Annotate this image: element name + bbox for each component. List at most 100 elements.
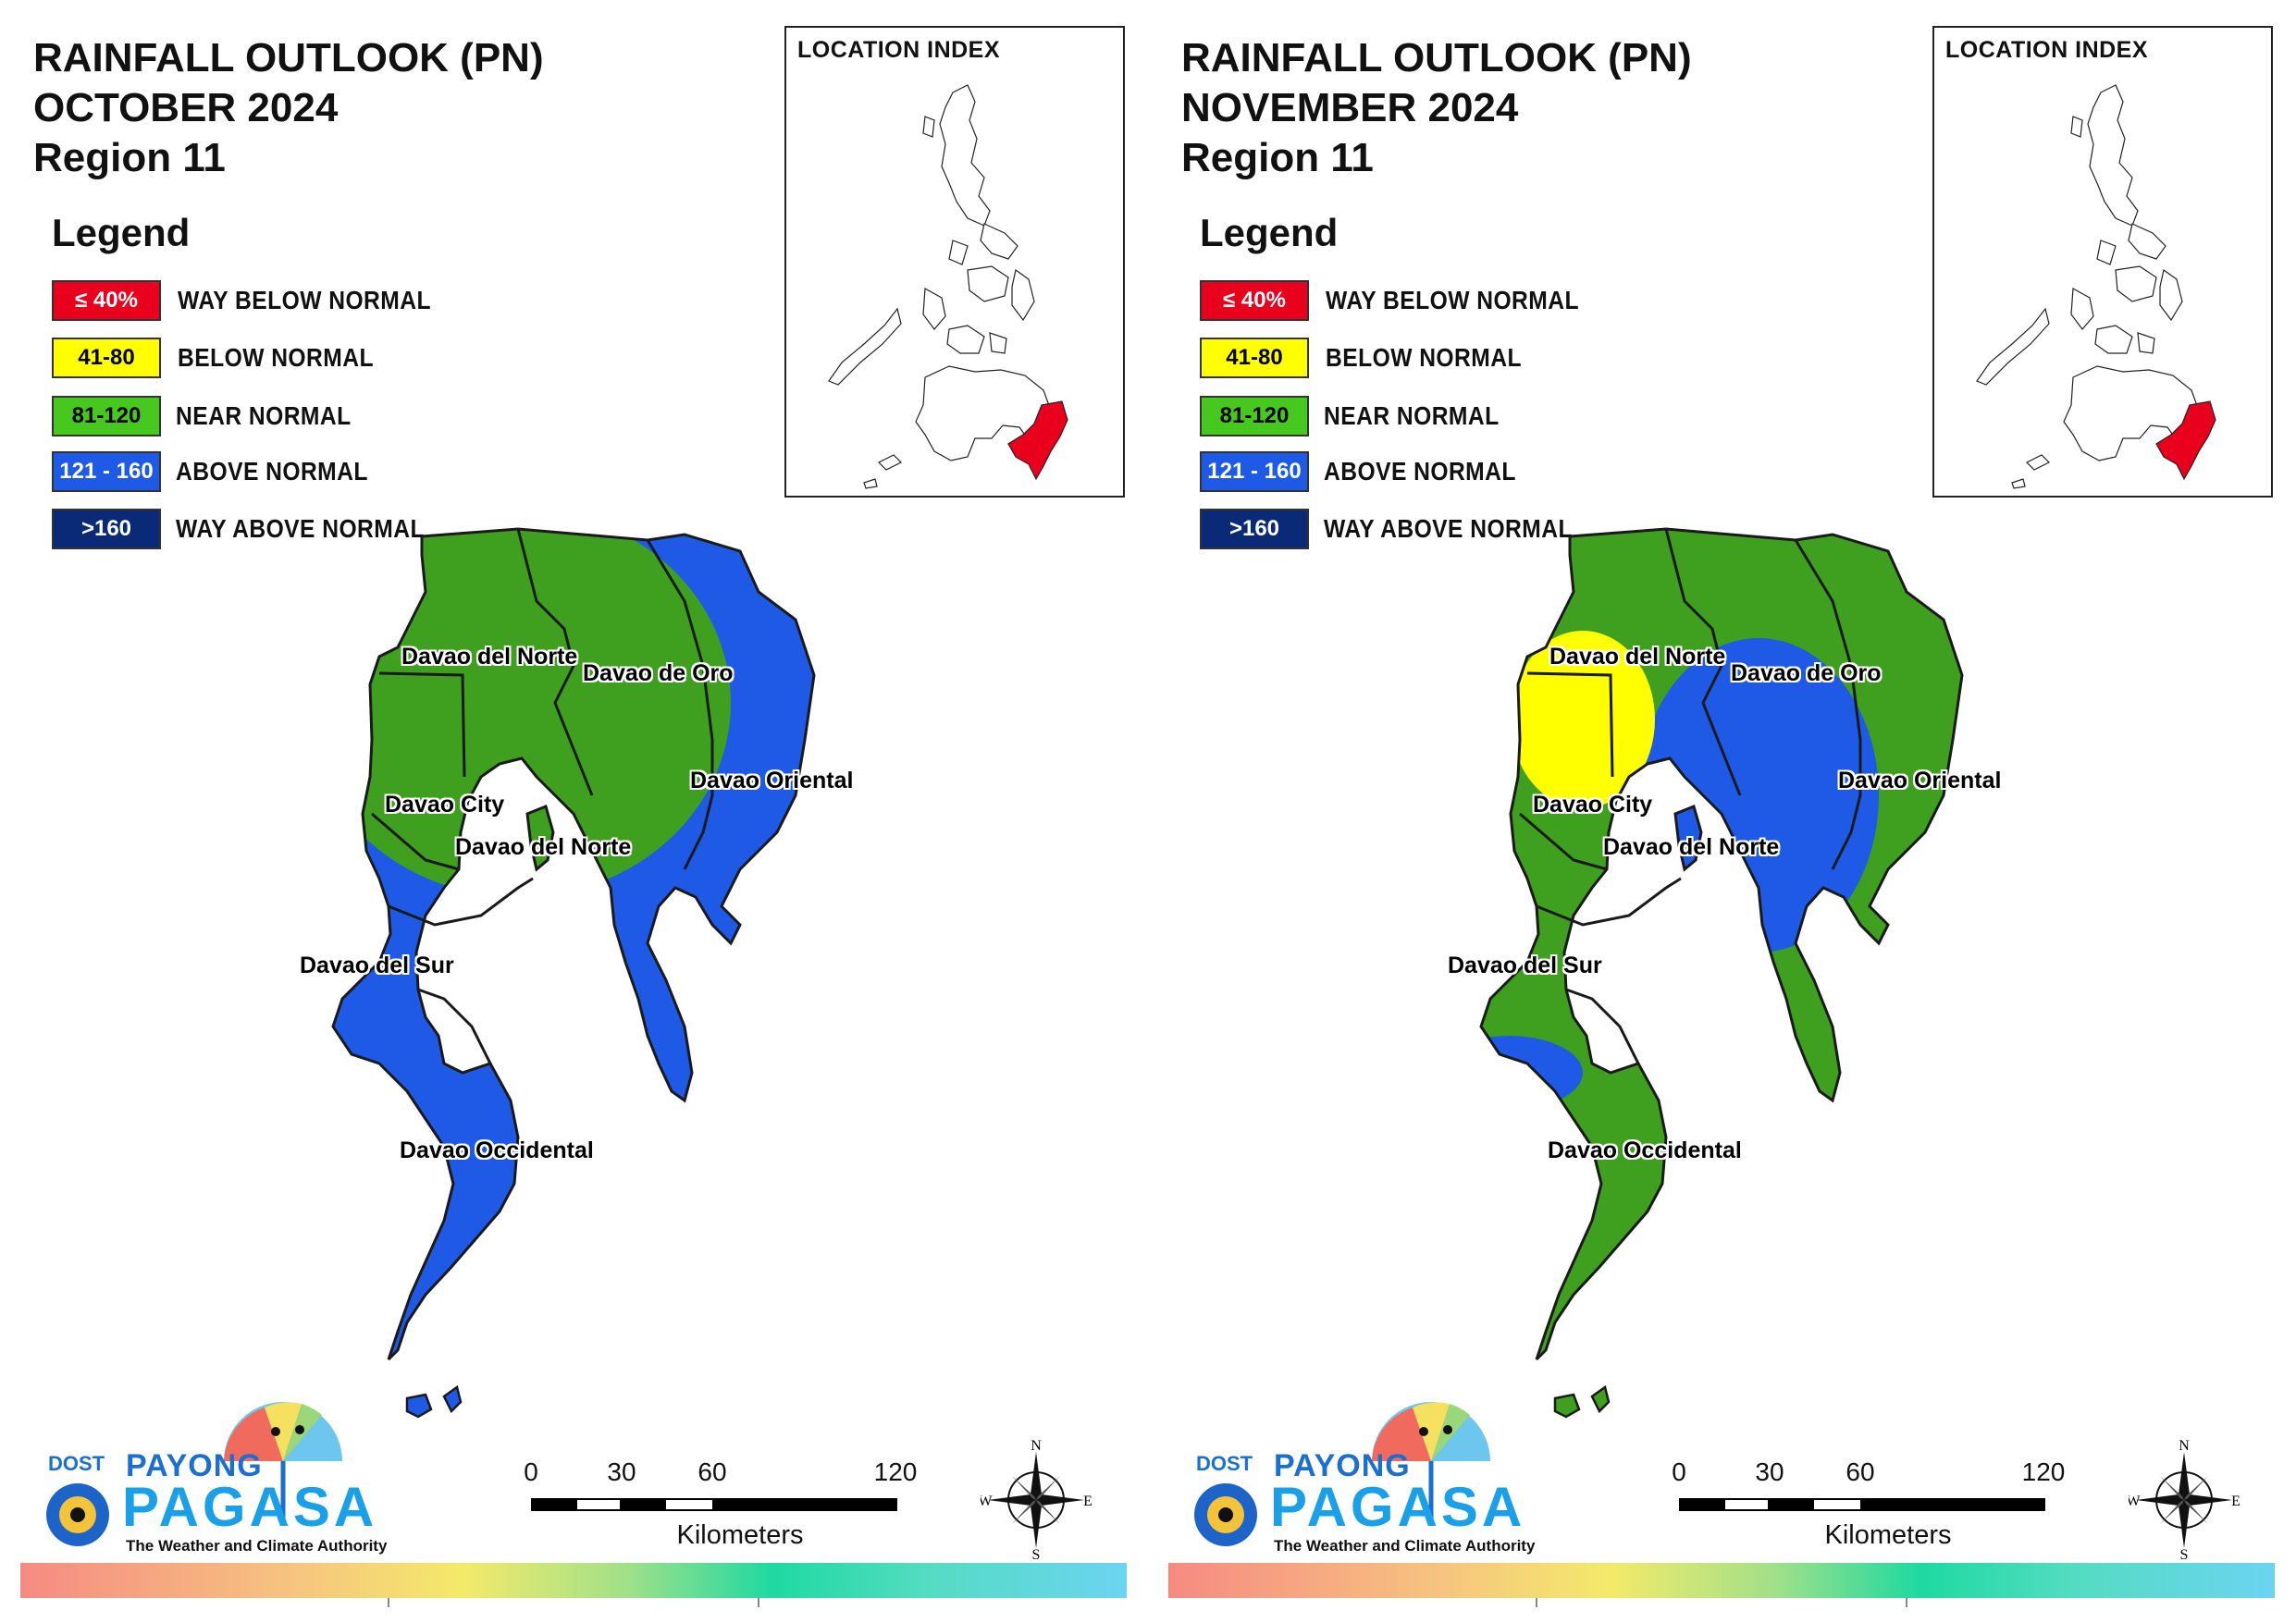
- scale-segment: [575, 1498, 622, 1511]
- label-davao-city: Davao City: [1533, 792, 1653, 818]
- compass-s: S: [1032, 1547, 1041, 1559]
- panel-november: RAINFALL OUTLOOK (PN) NOVEMBER 2024 Regi…: [1148, 0, 2296, 1623]
- compass-n: N: [1031, 1439, 1042, 1454]
- legend-swatch: >160: [52, 509, 161, 549]
- label-davao-oriental: Davao Oriental: [690, 768, 854, 793]
- title-line-2: NOVEMBER 2024: [1181, 85, 1519, 130]
- legend-label: ABOVE NORMAL: [1324, 457, 1516, 486]
- scale-segment: [620, 1498, 666, 1511]
- legend-item-way-above: >160 WAY ABOVE NORMAL: [1200, 509, 1625, 551]
- region-11-highlight: [2155, 400, 2216, 481]
- label-davao-de-oro: Davao de Oro: [1731, 660, 1882, 686]
- region-map: [1479, 527, 1964, 1419]
- label-davao-city: Davao City: [385, 792, 505, 818]
- logo-dost-text: DOST: [48, 1452, 105, 1475]
- legend-swatch: 81-120: [52, 396, 161, 436]
- compass-s: S: [2180, 1547, 2189, 1559]
- legend-item-near: 81-120 NEAR NORMAL: [1200, 396, 1625, 438]
- footer-ticks: [1536, 1598, 1907, 1607]
- scale-bar: 0 30 60 120 Kilometers: [518, 1457, 944, 1559]
- legend-label: WAY BELOW NORMAL: [1326, 286, 1579, 314]
- scale-segment: [1679, 1498, 1725, 1511]
- logo-tagline: The Weather and Climate Authority: [1274, 1537, 1536, 1555]
- legend-item-below: 41-80 BELOW NORMAL: [1200, 338, 1625, 380]
- label-davao-occidental: Davao Occidental: [400, 1137, 594, 1163]
- legend-swatch: 41-80: [1200, 338, 1309, 378]
- legend-label: WAY ABOVE NORMAL: [1324, 514, 1573, 543]
- legend-item-way-below: ≤ 40% WAY BELOW NORMAL: [1200, 280, 1625, 323]
- title-line-1: RAINFALL OUTLOOK (PN): [33, 35, 544, 80]
- legend-label: NEAR NORMAL: [176, 401, 352, 430]
- legend-title: Legend: [1200, 211, 1339, 254]
- scale-tick: 30: [1755, 1457, 1784, 1486]
- legend-item-way-above: >160 WAY ABOVE NORMAL: [52, 509, 477, 551]
- legend-label: WAY BELOW NORMAL: [178, 286, 431, 314]
- legend-item-below: 41-80 BELOW NORMAL: [52, 338, 477, 380]
- footer-ticks: [388, 1598, 759, 1607]
- label-davao-del-norte-island: Davao del Norte: [455, 834, 632, 860]
- legend-item-way-below: ≤ 40% WAY BELOW NORMAL: [52, 280, 477, 323]
- panel-october: RAINFALL OUTLOOK (PN) OCTOBER 2024 Regio…: [20, 26, 1127, 1607]
- legend-swatch: >160: [1200, 509, 1309, 549]
- pagasa-logo: DOST PAYONG PAGASA The Weather and Clima…: [1181, 1387, 1551, 1563]
- compass-w: W: [981, 1494, 993, 1509]
- footer-gradient-bar: [20, 1563, 1127, 1598]
- scale-tick: 0: [524, 1457, 538, 1486]
- title-line-3: Region 11: [1181, 135, 1374, 180]
- legend-label: BELOW NORMAL: [1326, 343, 1522, 372]
- logo-tagline: The Weather and Climate Authority: [126, 1537, 388, 1555]
- label-davao-del-norte: Davao del Norte: [1549, 644, 1726, 670]
- legend-label: NEAR NORMAL: [1324, 401, 1500, 430]
- legend-item-above: 121 - 160 ABOVE NORMAL: [52, 451, 477, 494]
- legend-swatch: 121 - 160: [1200, 451, 1309, 492]
- map-title: RAINFALL OUTLOOK (PN) NOVEMBER 2024 Regi…: [1181, 33, 1692, 183]
- legend-swatch: 121 - 160: [52, 451, 161, 492]
- compass-n: N: [2179, 1439, 2190, 1454]
- location-index-title: LOCATION INDEX: [1945, 37, 2149, 63]
- scale-tick: 30: [607, 1457, 636, 1486]
- legend-swatch: ≤ 40%: [52, 280, 161, 321]
- footer-gradient-bar: [1168, 1563, 2275, 1598]
- scale-segment: [531, 1498, 577, 1511]
- legend-title: Legend: [52, 211, 191, 254]
- scale-segment: [1860, 1498, 2045, 1511]
- label-davao-del-norte-island: Davao del Norte: [1603, 834, 1780, 860]
- location-index-title: LOCATION INDEX: [797, 37, 1001, 63]
- title-line-3: Region 11: [33, 135, 226, 180]
- scale-segment: [664, 1498, 714, 1511]
- region-11-highlight: [1007, 400, 1068, 481]
- pagasa-logo: DOST PAYONG PAGASA The Weather and Clima…: [33, 1387, 403, 1563]
- legend-label: BELOW NORMAL: [178, 343, 374, 372]
- scale-tick: 120: [2021, 1457, 2066, 1486]
- label-davao-oriental: Davao Oriental: [1838, 768, 2002, 793]
- logo-payong-text: PAYONG: [126, 1448, 263, 1483]
- location-index-box: LOCATION INDEX: [1932, 26, 2273, 498]
- compass-rose-icon: N S W E: [981, 1439, 1092, 1559]
- compass-w: W: [2129, 1494, 2141, 1509]
- title-line-2: OCTOBER 2024: [33, 85, 339, 130]
- compass-e: E: [2231, 1494, 2240, 1509]
- compass-rose-icon: N S W E: [2129, 1439, 2240, 1559]
- scale-tick: 60: [697, 1457, 727, 1486]
- legend-swatch: ≤ 40%: [1200, 280, 1309, 321]
- scale-unit: Kilometers: [676, 1520, 804, 1550]
- logo-dost-text: DOST: [1196, 1452, 1253, 1475]
- logo-pagasa-text: PAGASA: [1270, 1476, 1526, 1538]
- label-davao-del-sur: Davao del Sur: [1448, 953, 1602, 978]
- legend-item-near: 81-120 NEAR NORMAL: [52, 396, 477, 438]
- scale-tick: 0: [1672, 1457, 1686, 1486]
- philippines-outline-icon: [1976, 84, 2216, 489]
- legend-item-above: 121 - 160 ABOVE NORMAL: [1200, 451, 1625, 494]
- compass-e: E: [1083, 1494, 1092, 1509]
- scale-segment: [1723, 1498, 1770, 1511]
- scale-bar: 0 30 60 120 Kilometers: [1666, 1457, 2092, 1559]
- scale-unit: Kilometers: [1824, 1520, 1952, 1550]
- map-title: RAINFALL OUTLOOK (PN) OCTOBER 2024 Regio…: [33, 33, 544, 183]
- logo-pagasa-text: PAGASA: [122, 1476, 378, 1538]
- label-davao-del-sur: Davao del Sur: [300, 953, 454, 978]
- legend-swatch: 41-80: [52, 338, 161, 378]
- title-line-1: RAINFALL OUTLOOK (PN): [1181, 35, 1692, 80]
- label-davao-del-norte: Davao del Norte: [401, 644, 578, 670]
- label-davao-occidental: Davao Occidental: [1548, 1137, 1742, 1163]
- umbrella-icon: [46, 1402, 342, 1546]
